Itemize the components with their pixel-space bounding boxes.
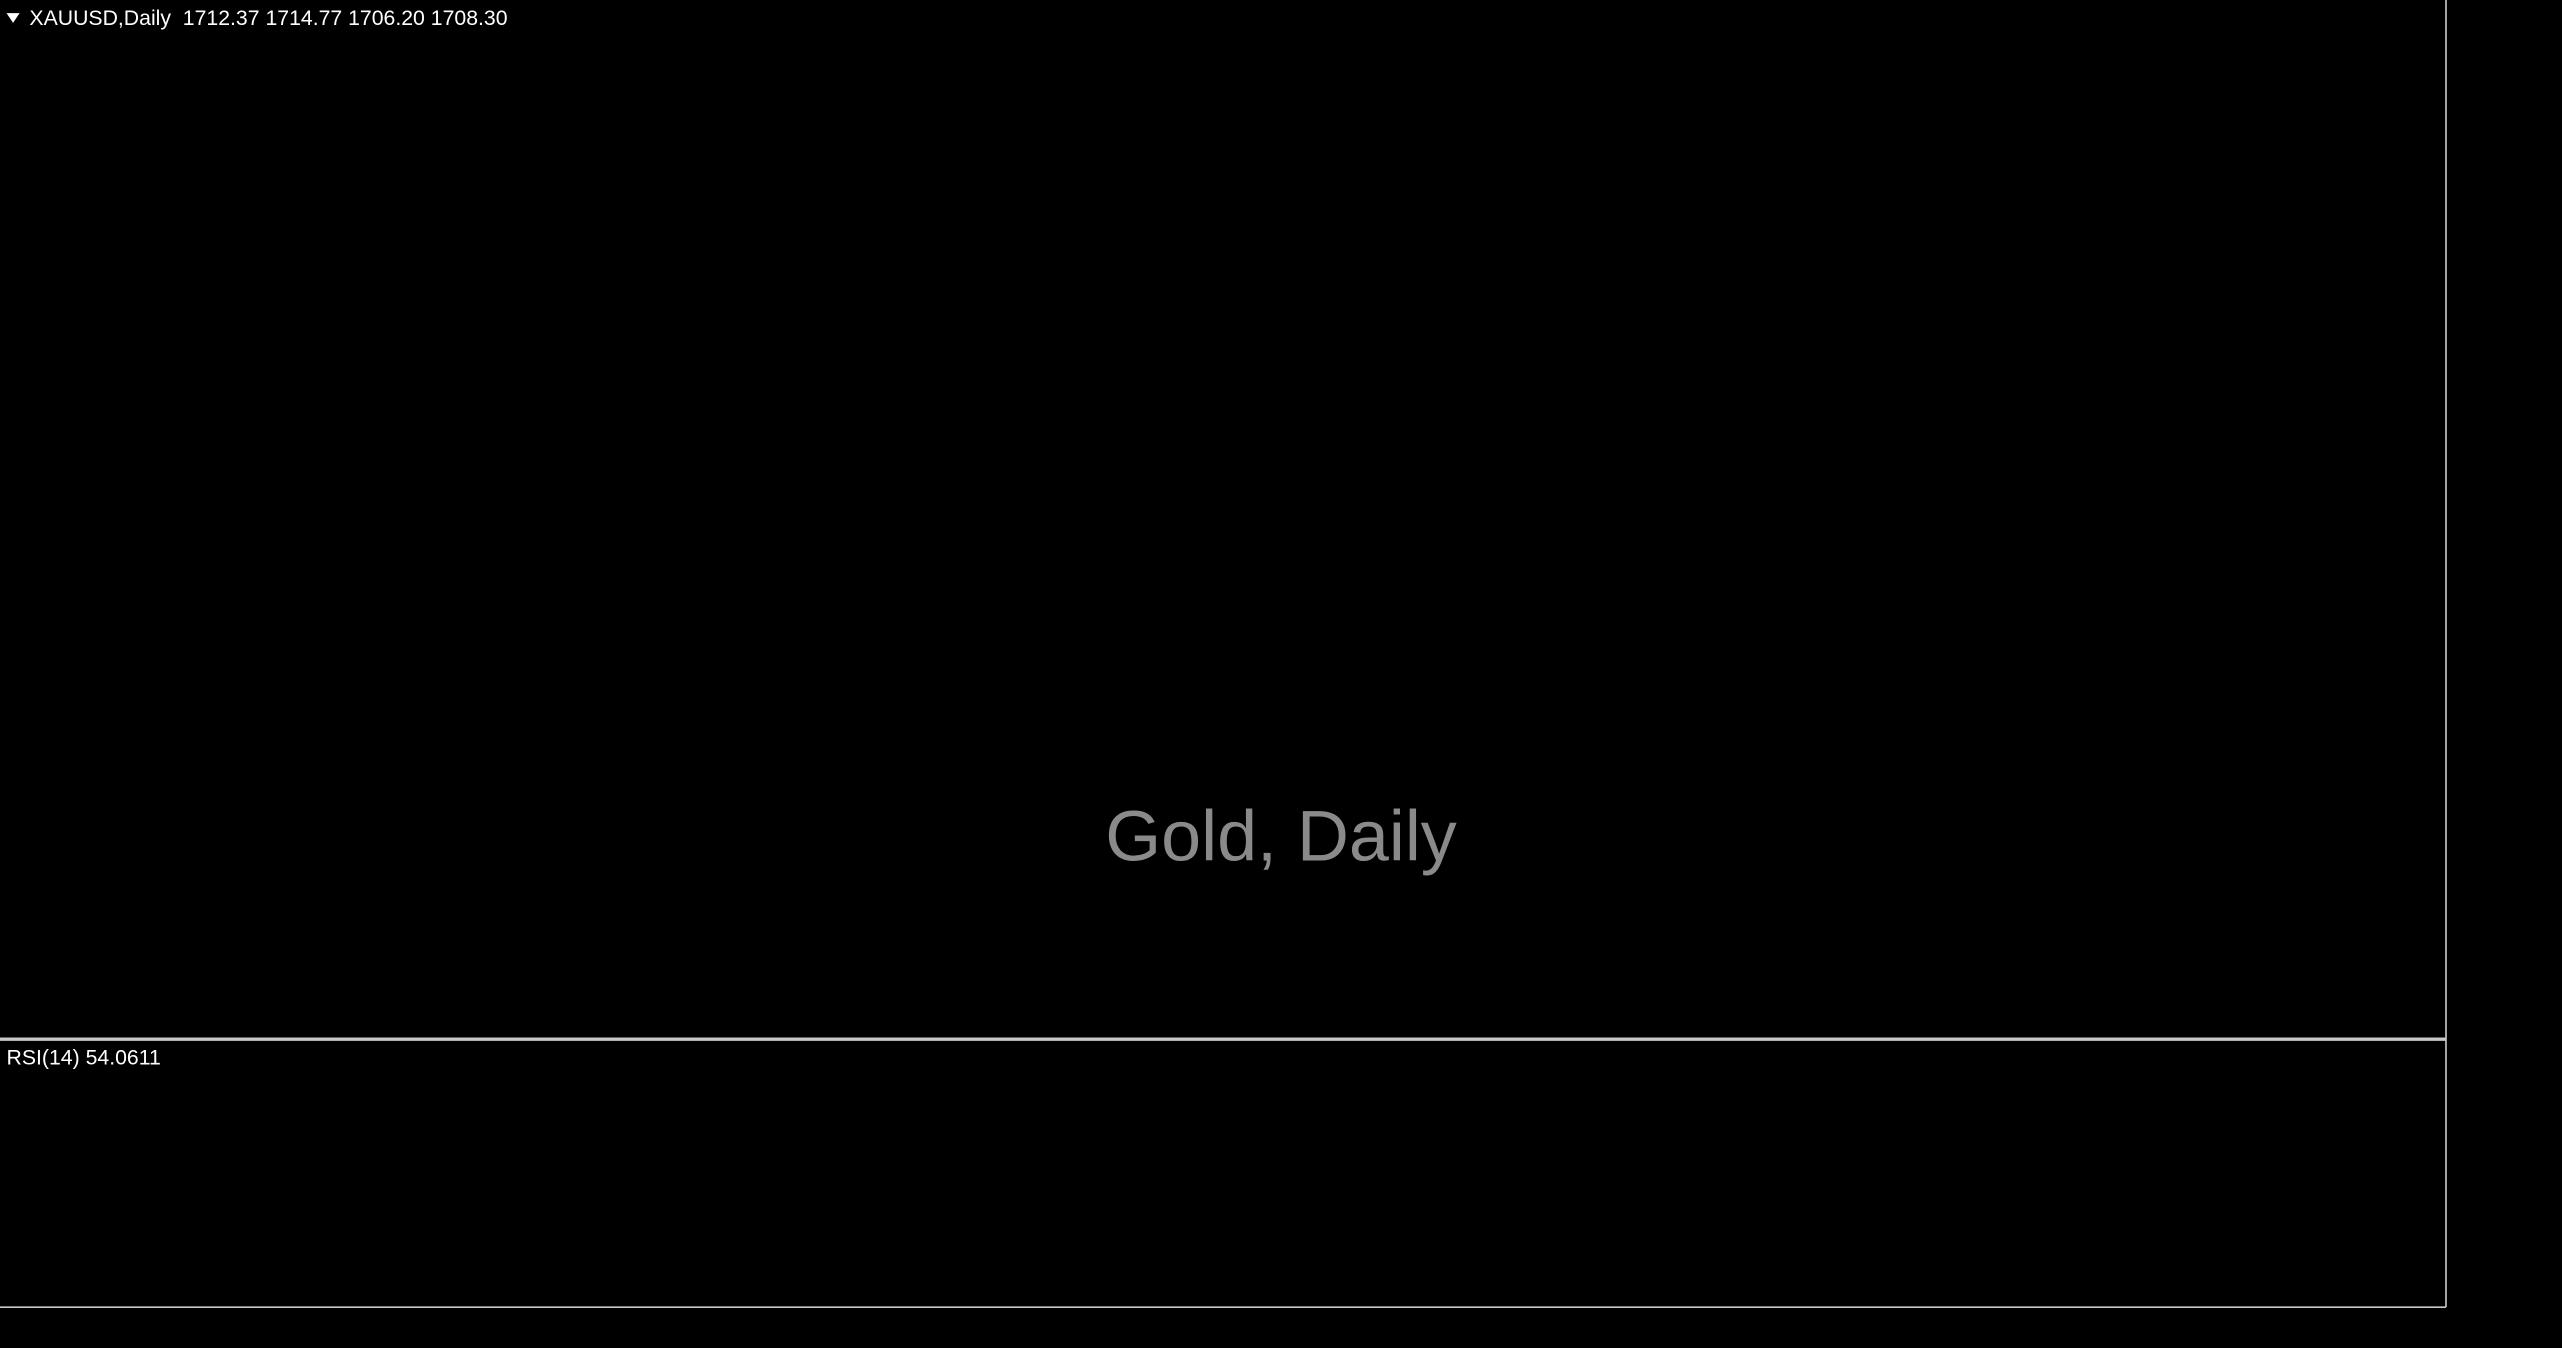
collapse-arrow[interactable] (6, 13, 20, 23)
watermark: Gold, Daily (1105, 796, 1457, 876)
symbol-header: XAUUSD,Daily 1712.37 1714.77 1706.20 170… (29, 6, 507, 30)
rsi-header: RSI(14) 54.0611 (7, 1045, 161, 1069)
